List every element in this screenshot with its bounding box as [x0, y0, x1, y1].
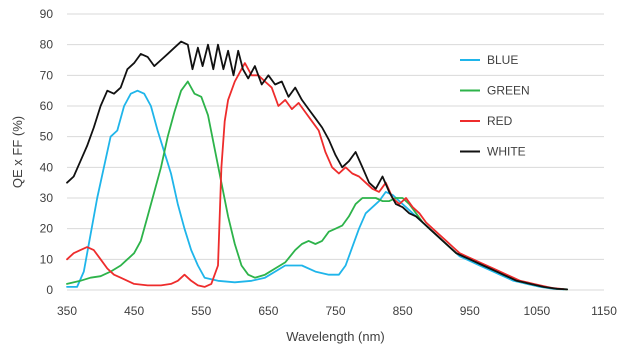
y-tick-80: 80: [40, 38, 54, 52]
series-lines: [66, 40, 568, 291]
x-tick-750: 750: [325, 304, 345, 318]
y-tick-20: 20: [40, 222, 54, 236]
x-tick-350: 350: [57, 304, 77, 318]
x-tick-450: 450: [124, 304, 144, 318]
x-tick-1050: 1050: [524, 304, 551, 318]
series-line-red: [66, 62, 565, 290]
y-tick-60: 60: [40, 99, 54, 113]
gridlines: [67, 13, 604, 291]
legend-label-green: GREEN: [487, 84, 530, 98]
series-line-white: [66, 40, 568, 291]
x-tick-550: 550: [191, 304, 211, 318]
y-tick-labels: 0 10 20 30 40 50 60 70 80 90: [40, 7, 54, 297]
y-tick-70: 70: [40, 68, 54, 82]
y-tick-90: 90: [40, 7, 54, 21]
x-tick-850: 850: [393, 304, 413, 318]
y-tick-0: 0: [46, 283, 53, 297]
legend-label-blue: BLUE: [487, 53, 518, 67]
y-tick-30: 30: [40, 191, 54, 205]
y-axis-label: QE x FF (%): [10, 116, 25, 188]
x-tick-1150: 1150: [591, 304, 617, 318]
legend-label-white: WHITE: [487, 145, 526, 159]
series-line-green: [66, 80, 568, 291]
legend: BLUE GREEN RED WHITE: [460, 53, 530, 159]
series-line-blue: [66, 89, 565, 291]
x-tick-labels: 350 450 550 650 750 850 950 1050 1150: [57, 304, 617, 318]
x-axis-label: Wavelength (nm): [286, 329, 385, 344]
y-tick-50: 50: [40, 130, 54, 144]
x-tick-950: 950: [460, 304, 480, 318]
y-tick-40: 40: [40, 160, 54, 174]
y-tick-10: 10: [40, 252, 54, 266]
x-tick-650: 650: [258, 304, 278, 318]
legend-label-red: RED: [487, 114, 513, 128]
